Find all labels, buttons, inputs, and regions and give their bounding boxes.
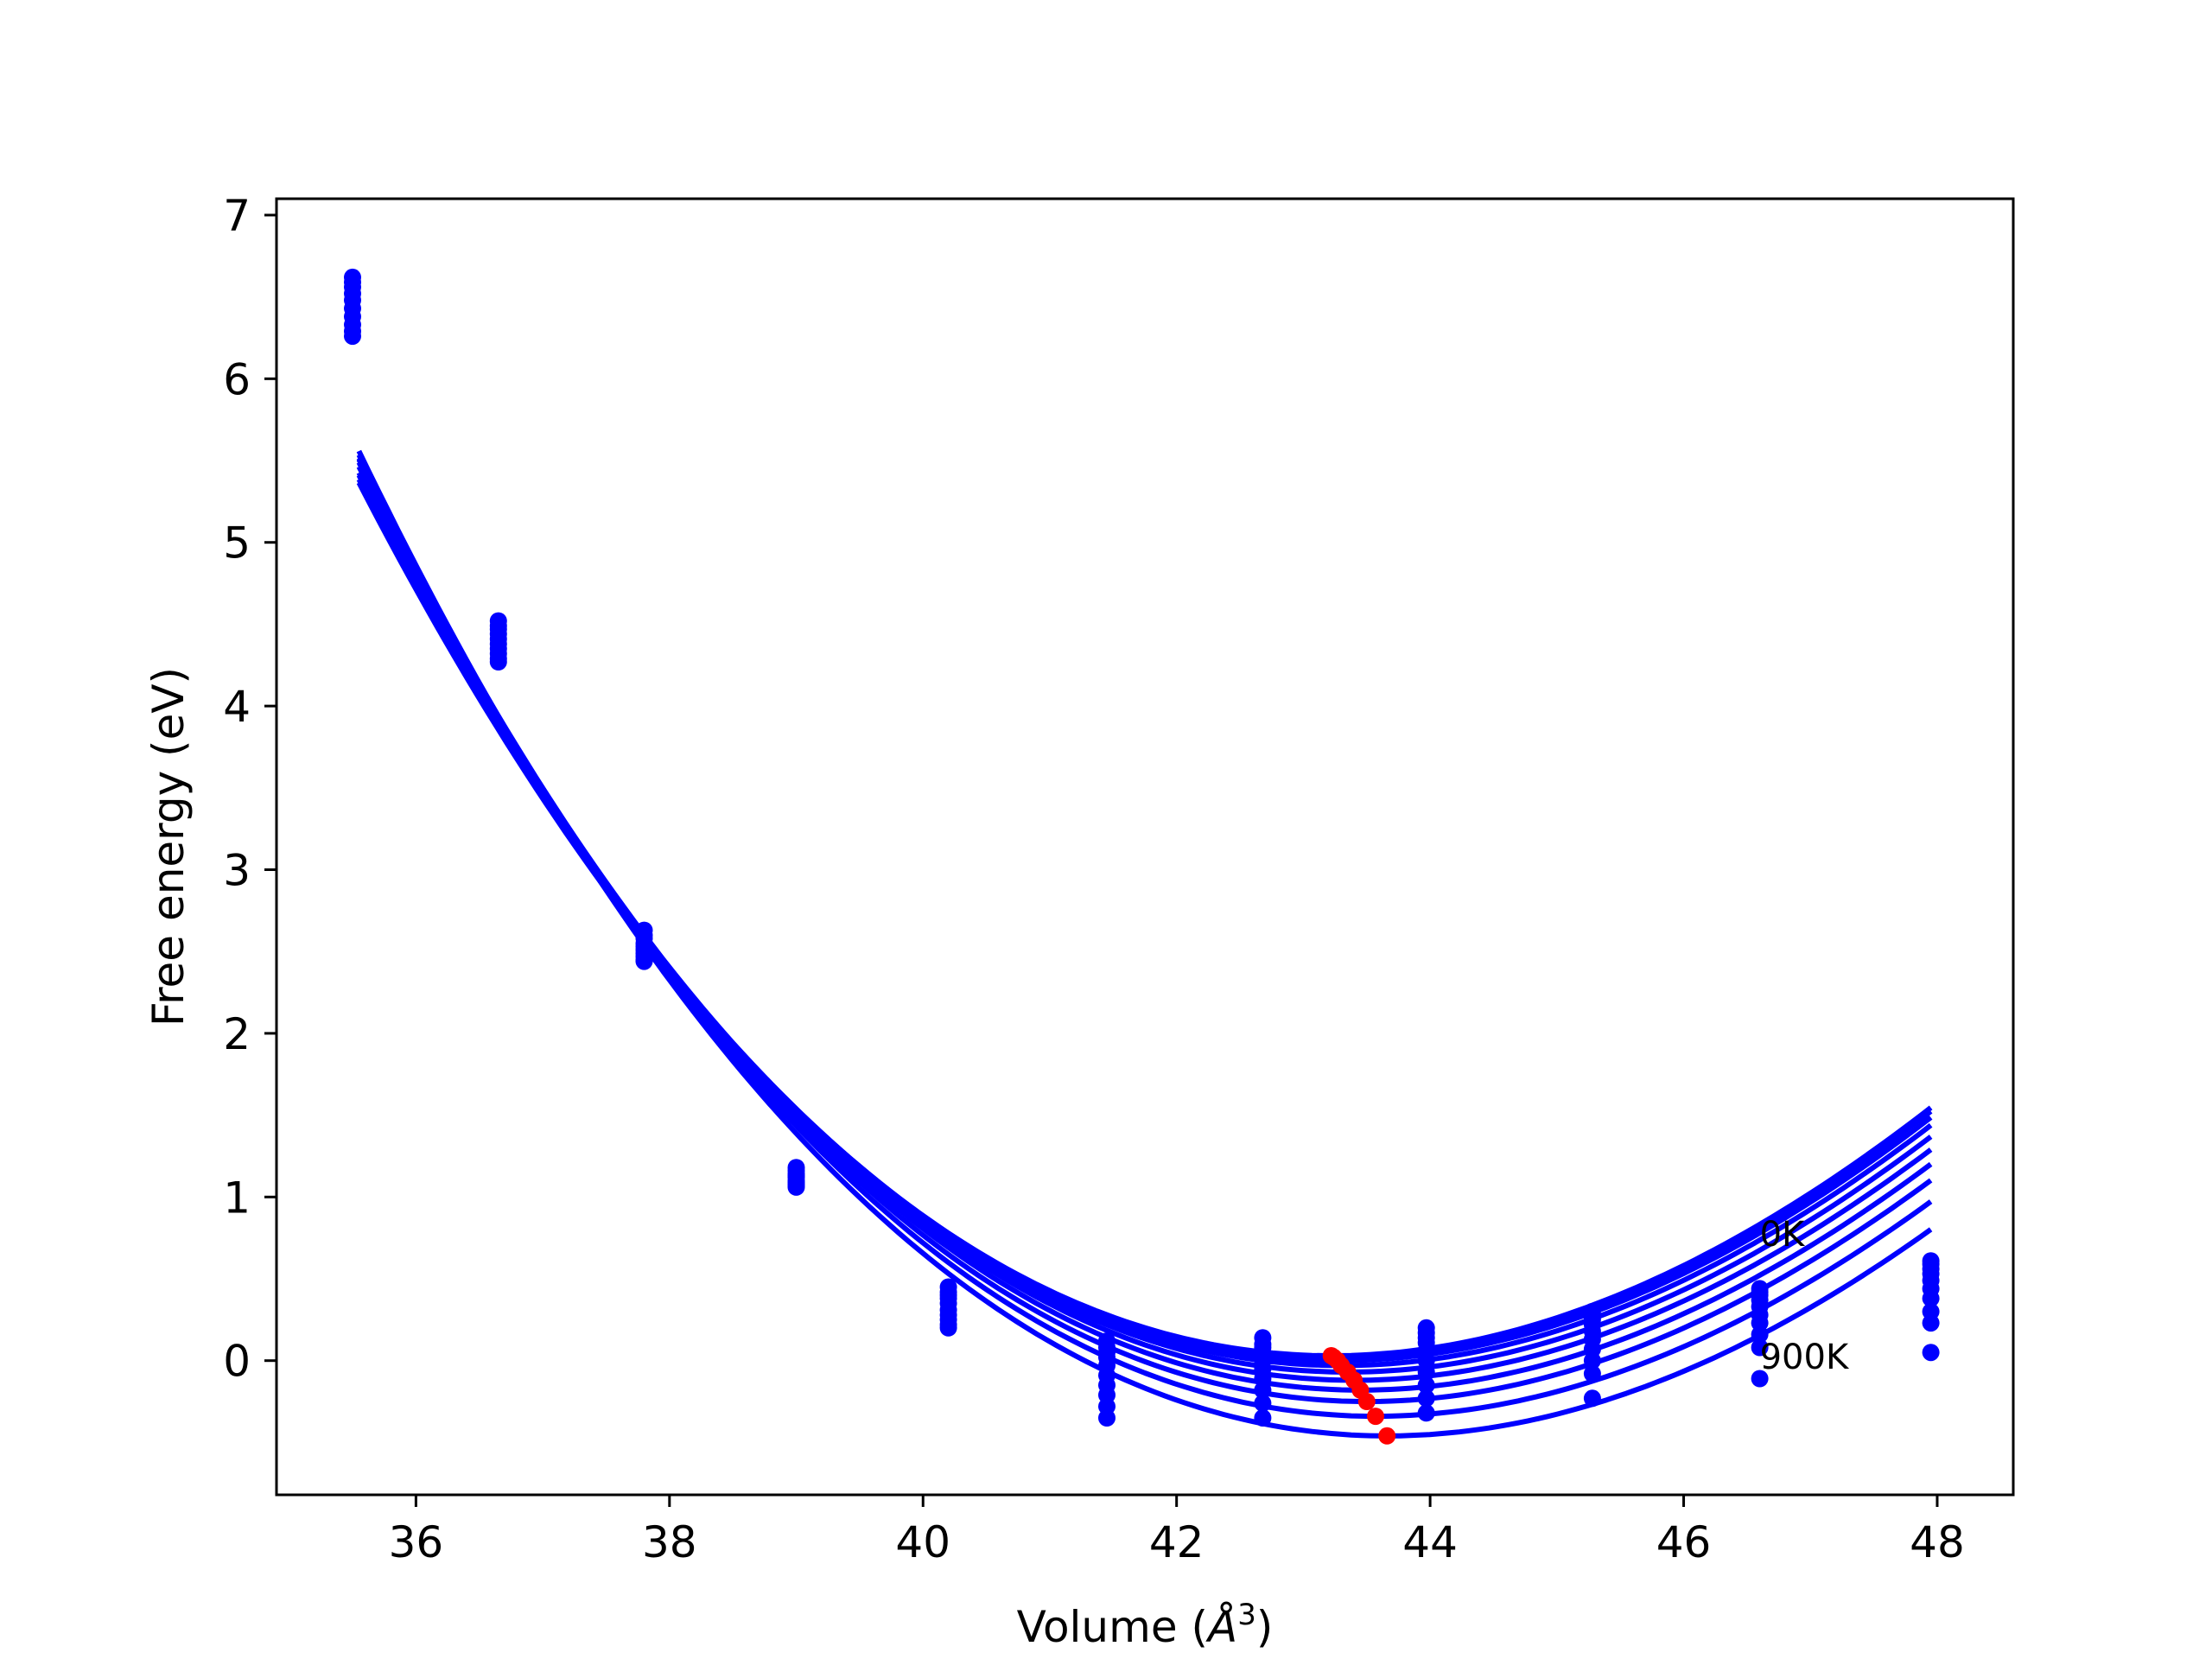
y-axis-ticks: 0 1 2 3 4 5 6 7 — [223, 191, 276, 1387]
x-tick-label: 44 — [1402, 1517, 1458, 1567]
y-tick-label: 3 — [223, 846, 251, 896]
fit-curve-9 — [356, 449, 1933, 1439]
annotations: 0K 900K — [1760, 1215, 1850, 1377]
x-axis-label: Volume (Å3) — [1017, 1598, 1274, 1652]
y-axis-label: Free energy (eV) — [143, 667, 194, 1027]
data-point — [1417, 1376, 1435, 1395]
x-axis-label-text: Volume ( — [1017, 1602, 1208, 1652]
data-point — [1922, 1314, 1940, 1332]
data-point — [1417, 1404, 1435, 1422]
y-tick-label: 7 — [223, 191, 251, 241]
data-points — [344, 268, 1940, 1427]
x-axis-unit: Å — [1205, 1602, 1237, 1652]
data-point — [1098, 1409, 1116, 1427]
x-tick-label: 38 — [642, 1517, 697, 1567]
data-point — [635, 952, 653, 970]
minimum-point — [1367, 1408, 1384, 1426]
plot-frame — [275, 197, 2015, 1497]
y-tick-label: 5 — [223, 518, 251, 569]
data-point — [1751, 1325, 1769, 1344]
data-point — [1254, 1381, 1272, 1399]
y-tick-label: 6 — [223, 354, 251, 404]
minimum-point — [1357, 1393, 1376, 1410]
data-point — [344, 327, 361, 346]
y-tick-label: 4 — [223, 682, 251, 732]
annotation-1: 900K — [1760, 1338, 1850, 1377]
y-tick-label: 1 — [223, 1173, 251, 1223]
y-tick-label: 0 — [223, 1337, 251, 1387]
x-tick-label: 42 — [1149, 1517, 1205, 1567]
data-point — [1922, 1344, 1940, 1362]
x-tick-label: 48 — [1910, 1517, 1965, 1567]
data-point — [1583, 1364, 1601, 1382]
data-point — [1583, 1351, 1601, 1370]
y-tick-label: 2 — [223, 1009, 251, 1059]
data-point — [787, 1178, 805, 1196]
data-point — [939, 1319, 957, 1337]
x-tick-label: 40 — [895, 1517, 950, 1567]
minimum-point — [1378, 1427, 1396, 1445]
x-axis-unit-superscript: 3 — [1237, 1598, 1256, 1632]
x-axis-label-close: ) — [1256, 1602, 1274, 1652]
minima-points — [1322, 1347, 1396, 1445]
x-tick-label: 36 — [389, 1517, 444, 1567]
data-point — [1751, 1370, 1769, 1388]
data-point — [1417, 1389, 1435, 1408]
x-axis-ticks: 36 38 40 42 44 46 48 — [389, 1495, 1965, 1567]
data-point — [489, 653, 507, 671]
data-point — [1254, 1394, 1272, 1412]
fit-curves — [356, 449, 1933, 1439]
data-point — [1583, 1389, 1601, 1408]
annotation-0: 0K — [1760, 1215, 1806, 1255]
data-point — [1417, 1363, 1435, 1381]
data-point — [1922, 1289, 1940, 1307]
data-point — [1254, 1409, 1272, 1427]
data-point — [1751, 1338, 1769, 1357]
x-tick-label: 46 — [1656, 1517, 1712, 1567]
